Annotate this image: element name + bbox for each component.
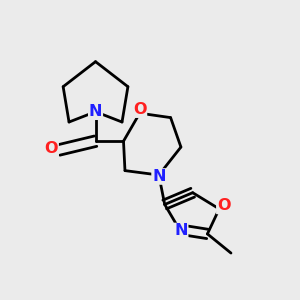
- Text: O: O: [217, 198, 230, 213]
- Text: N: N: [89, 104, 102, 119]
- Text: O: O: [133, 102, 146, 117]
- Text: N: N: [152, 169, 166, 184]
- Text: O: O: [45, 141, 58, 156]
- Text: N: N: [174, 224, 188, 238]
